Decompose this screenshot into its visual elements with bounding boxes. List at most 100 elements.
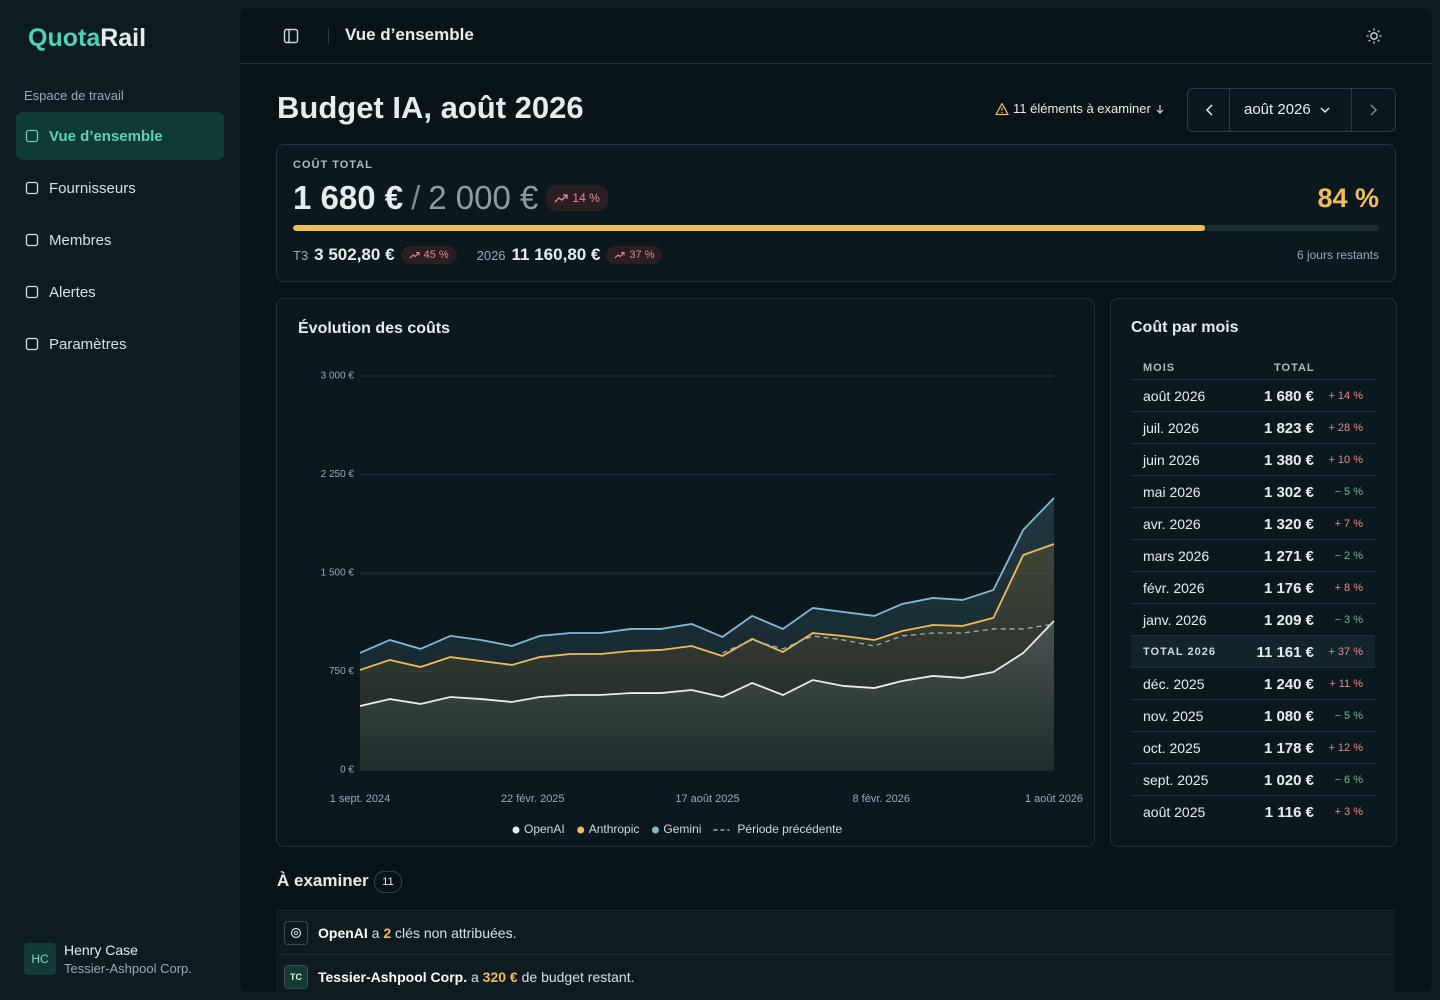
quarter-trend-text: 45 %: [423, 249, 449, 261]
table-row: mai 2026 1 302 € − 5 %: [1131, 475, 1375, 508]
trend-icon: [554, 194, 569, 203]
budget-percent: 84 %: [1317, 183, 1379, 213]
legend-swatch: [651, 826, 659, 834]
row-change: − 3 %: [1334, 614, 1363, 626]
review-title: À examiner: [277, 871, 369, 890]
year-trend-text: 37 %: [629, 249, 655, 261]
x-tick-label: 1 août 2026: [1025, 793, 1083, 805]
legend-label: Période précédente: [737, 822, 842, 836]
table-row: févr. 2026 1 176 € + 8 %: [1131, 571, 1375, 604]
row-month: TOTAL 2026: [1143, 646, 1216, 658]
series-line: [722, 623, 1055, 654]
nav-icon: [25, 129, 39, 143]
row-change: + 37 %: [1328, 646, 1363, 658]
x-tick-label: 8 févr. 2026: [852, 793, 910, 805]
area-base: [360, 620, 1054, 770]
legend-swatch: [512, 826, 520, 834]
row-total: 1 302 €: [1263, 484, 1314, 501]
table-row: déc. 2025 1 240 € + 11 %: [1131, 667, 1375, 700]
progress-bar: [293, 225, 1206, 231]
year-value: 11 160,80 €: [511, 245, 601, 264]
icon-shape: [25, 233, 39, 247]
nav-icon: [25, 233, 39, 247]
quarter-label: T3: [293, 247, 309, 263]
review-item[interactable]: TC Tessier-Ashpool Corp. a 320 € de budg…: [276, 954, 1395, 999]
budget-trend-text: 14 %: [572, 191, 600, 205]
y-tick-label: 0 €: [340, 765, 354, 776]
section-label: Espace de travail: [24, 88, 124, 103]
row-month: févr. 2026: [1143, 580, 1205, 596]
col-month: MOIS: [1143, 362, 1176, 374]
row-month: juin 2026: [1143, 452, 1200, 468]
row-change: + 12 %: [1328, 742, 1363, 754]
table-row: juin 2026 1 380 € + 10 %: [1131, 443, 1375, 476]
nav-icon: [25, 337, 39, 351]
item-name: OpenAI: [318, 925, 368, 941]
review-link[interactable]: 11 éléments à examiner: [995, 101, 1165, 116]
row-total: 1 320 €: [1263, 516, 1314, 533]
nav-label: Alertes: [49, 283, 96, 301]
row-total: 1 680 €: [1263, 388, 1314, 405]
row-total: 1 380 €: [1263, 452, 1314, 469]
review-count: 11: [374, 871, 402, 893]
chart-title: Évolution des coûts: [298, 318, 450, 337]
icon-shape: [25, 337, 39, 351]
avatar: HC: [24, 943, 56, 975]
quarter-trend: 45 %: [400, 246, 457, 264]
item-text: clés non attribuées.: [395, 925, 517, 941]
theme-toggle[interactable]: [1366, 28, 1382, 44]
row-change: + 7 %: [1334, 518, 1363, 530]
chart: Évolution des coûts 0 € 750 € 1 500 € 2 250…: [298, 318, 1083, 836]
legend-swatch: [577, 826, 585, 834]
budget-trend: 14 %: [546, 185, 608, 211]
row-total: 1 209 €: [1263, 612, 1314, 629]
monthly-title: Coût par mois: [1131, 319, 1239, 336]
chevron: [1320, 106, 1330, 113]
row-month: sept. 2025: [1143, 772, 1209, 788]
row-total: 1 176 €: [1263, 580, 1314, 597]
row-total: 1 178 €: [1263, 740, 1314, 757]
row-total: 1 116 €: [1264, 804, 1314, 821]
divider: [1351, 89, 1352, 131]
icon-shape: [25, 181, 39, 195]
remaining: 6 jours restants: [1296, 248, 1379, 262]
budget-card: COÛT TOTAL 1 680 € / 2 000 € 14 % 84 % T…: [276, 144, 1396, 282]
row-month: août 2026: [1143, 388, 1206, 404]
item-highlight: 2: [383, 925, 392, 941]
year-label: 2026: [476, 247, 506, 263]
year-trend: 37 %: [606, 246, 663, 264]
nav-item[interactable]: Alertes: [16, 268, 224, 316]
trend-icon: [615, 251, 625, 259]
next-month[interactable]: [1366, 103, 1380, 117]
brand-a: Quota: [28, 24, 101, 52]
budget-separator: /: [411, 179, 421, 216]
item-badge: TC: [284, 965, 308, 989]
budget-spent: 1 680 €: [293, 179, 404, 216]
review-item[interactable]: OpenAI a 2 clés non attribuées.: [276, 910, 1395, 955]
sidebar-toggle[interactable]: [283, 28, 299, 44]
page-title: Budget IA, août 2026: [277, 90, 584, 125]
row-month: janv. 2026: [1143, 612, 1207, 628]
nav-item[interactable]: Vue d’ensemble: [16, 112, 224, 160]
row-month: déc. 2025: [1143, 676, 1205, 692]
row-month: juil. 2026: [1143, 420, 1200, 436]
month-picker: août 2026: [1187, 88, 1396, 132]
row-total: 1 823 €: [1263, 420, 1314, 437]
nav-item[interactable]: Fournisseurs: [16, 164, 224, 212]
budget-amounts: 1 680 € / 2 000 € 14 %: [293, 179, 608, 217]
progress-track: [293, 225, 1379, 231]
row-month: avr. 2026: [1143, 516, 1201, 532]
y-tick-label: 2 250 €: [321, 469, 355, 480]
prev-month[interactable]: [1203, 103, 1217, 117]
brand-b: Rail: [100, 24, 147, 52]
legend-label: OpenAI: [524, 822, 565, 836]
nav-item[interactable]: Membres: [16, 216, 224, 264]
row-change: + 3 %: [1334, 806, 1363, 818]
table-row: nov. 2025 1 080 € − 5 %: [1131, 699, 1375, 732]
month-select[interactable]: août 2026: [1244, 101, 1331, 118]
nav-item[interactable]: Paramètres: [16, 320, 224, 368]
x-tick-label: 1 sept. 2024: [330, 793, 391, 805]
budget-label: COÛT TOTAL: [293, 159, 373, 171]
legend-label: Anthropic: [589, 822, 640, 836]
